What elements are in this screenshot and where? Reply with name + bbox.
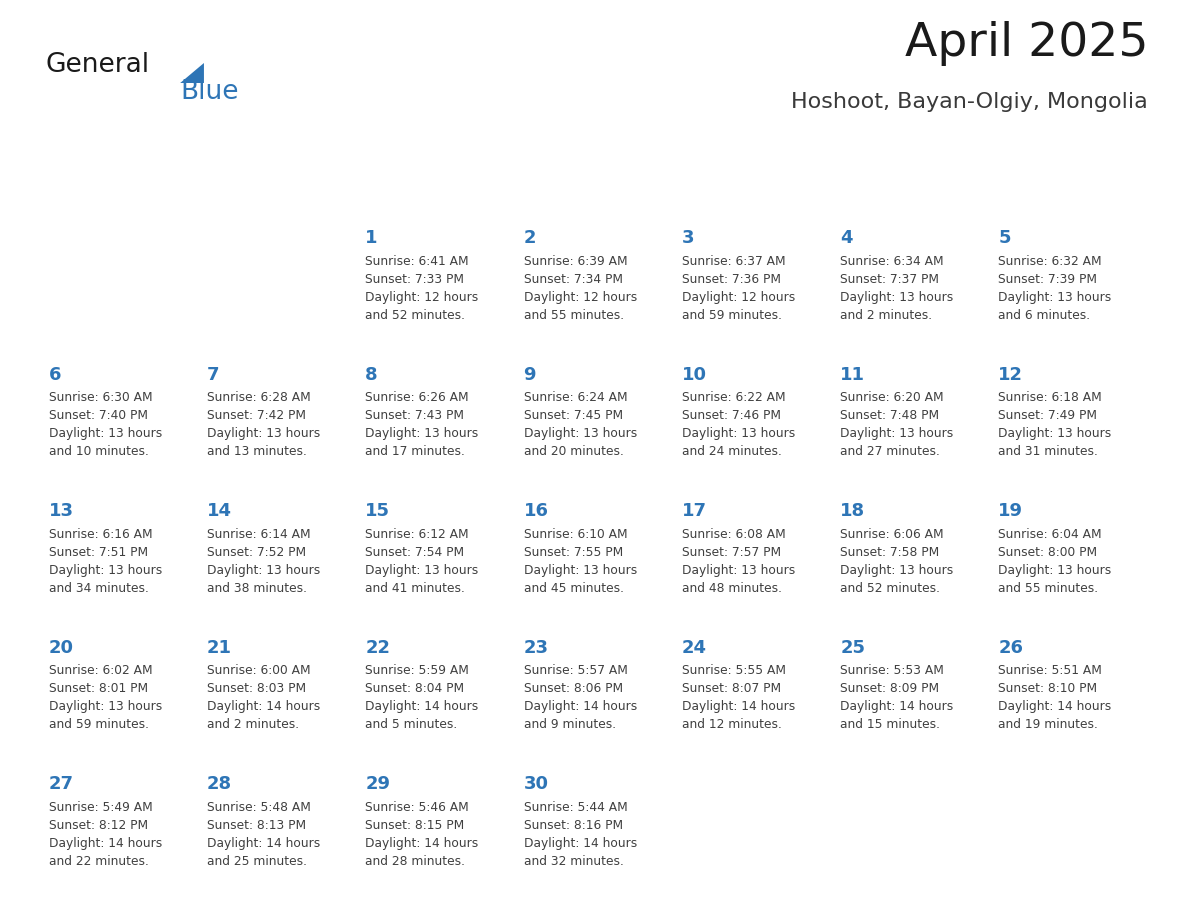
Text: 24: 24	[682, 639, 707, 656]
Text: 23: 23	[524, 639, 549, 656]
Text: 13: 13	[49, 502, 74, 521]
Text: 5: 5	[998, 230, 1011, 248]
Text: Sunrise: 6:00 AM
Sunset: 8:03 PM
Daylight: 14 hours
and 2 minutes.: Sunrise: 6:00 AM Sunset: 8:03 PM Dayligh…	[207, 664, 321, 731]
Text: 18: 18	[840, 502, 865, 521]
Text: Sunrise: 5:53 AM
Sunset: 8:09 PM
Daylight: 14 hours
and 15 minutes.: Sunrise: 5:53 AM Sunset: 8:09 PM Dayligh…	[840, 664, 954, 731]
Text: Sunrise: 6:37 AM
Sunset: 7:36 PM
Daylight: 12 hours
and 59 minutes.: Sunrise: 6:37 AM Sunset: 7:36 PM Dayligh…	[682, 255, 795, 322]
Text: Sunrise: 5:59 AM
Sunset: 8:04 PM
Daylight: 14 hours
and 5 minutes.: Sunrise: 5:59 AM Sunset: 8:04 PM Dayligh…	[365, 664, 479, 731]
Text: Sunrise: 6:14 AM
Sunset: 7:52 PM
Daylight: 13 hours
and 38 minutes.: Sunrise: 6:14 AM Sunset: 7:52 PM Dayligh…	[207, 528, 321, 595]
Text: Sunrise: 6:39 AM
Sunset: 7:34 PM
Daylight: 12 hours
and 55 minutes.: Sunrise: 6:39 AM Sunset: 7:34 PM Dayligh…	[524, 255, 637, 322]
Text: 8: 8	[365, 365, 378, 384]
Text: 2: 2	[524, 230, 536, 248]
Text: 7: 7	[207, 365, 220, 384]
Text: Sunrise: 6:41 AM
Sunset: 7:33 PM
Daylight: 12 hours
and 52 minutes.: Sunrise: 6:41 AM Sunset: 7:33 PM Dayligh…	[365, 255, 479, 322]
Text: 9: 9	[524, 365, 536, 384]
Text: 10: 10	[682, 365, 707, 384]
Text: Sunrise: 6:04 AM
Sunset: 8:00 PM
Daylight: 13 hours
and 55 minutes.: Sunrise: 6:04 AM Sunset: 8:00 PM Dayligh…	[998, 528, 1112, 595]
Polygon shape	[181, 63, 204, 83]
Text: 17: 17	[682, 502, 707, 521]
Text: Sunrise: 5:51 AM
Sunset: 8:10 PM
Daylight: 14 hours
and 19 minutes.: Sunrise: 5:51 AM Sunset: 8:10 PM Dayligh…	[998, 664, 1112, 731]
Text: Sunrise: 5:44 AM
Sunset: 8:16 PM
Daylight: 14 hours
and 32 minutes.: Sunrise: 5:44 AM Sunset: 8:16 PM Dayligh…	[524, 800, 637, 868]
Text: 25: 25	[840, 639, 865, 656]
Text: 12: 12	[998, 365, 1023, 384]
Text: 21: 21	[207, 639, 232, 656]
Text: April 2025: April 2025	[904, 21, 1148, 66]
Text: Saturday: Saturday	[999, 191, 1068, 206]
Text: Sunrise: 6:10 AM
Sunset: 7:55 PM
Daylight: 13 hours
and 45 minutes.: Sunrise: 6:10 AM Sunset: 7:55 PM Dayligh…	[524, 528, 637, 595]
Text: Sunrise: 6:30 AM
Sunset: 7:40 PM
Daylight: 13 hours
and 10 minutes.: Sunrise: 6:30 AM Sunset: 7:40 PM Dayligh…	[49, 391, 162, 458]
Text: 28: 28	[207, 775, 232, 793]
Text: 16: 16	[524, 502, 549, 521]
Text: Sunrise: 5:48 AM
Sunset: 8:13 PM
Daylight: 14 hours
and 25 minutes.: Sunrise: 5:48 AM Sunset: 8:13 PM Dayligh…	[207, 800, 321, 868]
Text: Sunrise: 5:55 AM
Sunset: 8:07 PM
Daylight: 14 hours
and 12 minutes.: Sunrise: 5:55 AM Sunset: 8:07 PM Dayligh…	[682, 664, 795, 731]
Text: Sunrise: 6:08 AM
Sunset: 7:57 PM
Daylight: 13 hours
and 48 minutes.: Sunrise: 6:08 AM Sunset: 7:57 PM Dayligh…	[682, 528, 795, 595]
Text: 19: 19	[998, 502, 1023, 521]
Text: Sunrise: 6:22 AM
Sunset: 7:46 PM
Daylight: 13 hours
and 24 minutes.: Sunrise: 6:22 AM Sunset: 7:46 PM Dayligh…	[682, 391, 795, 458]
Text: Wednesday: Wednesday	[524, 191, 613, 206]
Text: 22: 22	[365, 639, 391, 656]
Text: Blue: Blue	[181, 79, 239, 105]
Text: Sunrise: 6:06 AM
Sunset: 7:58 PM
Daylight: 13 hours
and 52 minutes.: Sunrise: 6:06 AM Sunset: 7:58 PM Dayligh…	[840, 528, 954, 595]
Text: Sunrise: 6:02 AM
Sunset: 8:01 PM
Daylight: 13 hours
and 59 minutes.: Sunrise: 6:02 AM Sunset: 8:01 PM Dayligh…	[49, 664, 162, 731]
Text: 26: 26	[998, 639, 1023, 656]
Text: 3: 3	[682, 230, 694, 248]
Text: Sunrise: 6:26 AM
Sunset: 7:43 PM
Daylight: 13 hours
and 17 minutes.: Sunrise: 6:26 AM Sunset: 7:43 PM Dayligh…	[365, 391, 479, 458]
Text: Thursday: Thursday	[683, 191, 753, 206]
Text: Sunrise: 6:24 AM
Sunset: 7:45 PM
Daylight: 13 hours
and 20 minutes.: Sunrise: 6:24 AM Sunset: 7:45 PM Dayligh…	[524, 391, 637, 458]
Text: 27: 27	[49, 775, 74, 793]
Text: 20: 20	[49, 639, 74, 656]
Text: Sunrise: 6:34 AM
Sunset: 7:37 PM
Daylight: 13 hours
and 2 minutes.: Sunrise: 6:34 AM Sunset: 7:37 PM Dayligh…	[840, 255, 954, 322]
Text: 14: 14	[207, 502, 232, 521]
Text: 30: 30	[524, 775, 549, 793]
Text: Friday: Friday	[841, 191, 889, 206]
Text: Sunrise: 6:20 AM
Sunset: 7:48 PM
Daylight: 13 hours
and 27 minutes.: Sunrise: 6:20 AM Sunset: 7:48 PM Dayligh…	[840, 391, 954, 458]
Text: 15: 15	[365, 502, 391, 521]
Text: Sunrise: 6:32 AM
Sunset: 7:39 PM
Daylight: 13 hours
and 6 minutes.: Sunrise: 6:32 AM Sunset: 7:39 PM Dayligh…	[998, 255, 1112, 322]
Text: Sunrise: 6:28 AM
Sunset: 7:42 PM
Daylight: 13 hours
and 13 minutes.: Sunrise: 6:28 AM Sunset: 7:42 PM Dayligh…	[207, 391, 321, 458]
Text: General: General	[46, 52, 150, 78]
Text: Hoshoot, Bayan-Olgiy, Mongolia: Hoshoot, Bayan-Olgiy, Mongolia	[791, 93, 1148, 112]
Text: Sunrise: 5:46 AM
Sunset: 8:15 PM
Daylight: 14 hours
and 28 minutes.: Sunrise: 5:46 AM Sunset: 8:15 PM Dayligh…	[365, 800, 479, 868]
Text: Sunrise: 5:49 AM
Sunset: 8:12 PM
Daylight: 14 hours
and 22 minutes.: Sunrise: 5:49 AM Sunset: 8:12 PM Dayligh…	[49, 800, 162, 868]
Text: 1: 1	[365, 230, 378, 248]
Text: Tuesday: Tuesday	[366, 191, 429, 206]
Text: Monday: Monday	[208, 191, 268, 206]
Text: 4: 4	[840, 230, 853, 248]
Text: Sunrise: 6:12 AM
Sunset: 7:54 PM
Daylight: 13 hours
and 41 minutes.: Sunrise: 6:12 AM Sunset: 7:54 PM Dayligh…	[365, 528, 479, 595]
Text: 29: 29	[365, 775, 391, 793]
Text: 11: 11	[840, 365, 865, 384]
Text: Sunday: Sunday	[50, 191, 107, 206]
Text: Sunrise: 5:57 AM
Sunset: 8:06 PM
Daylight: 14 hours
and 9 minutes.: Sunrise: 5:57 AM Sunset: 8:06 PM Dayligh…	[524, 664, 637, 731]
Text: Sunrise: 6:16 AM
Sunset: 7:51 PM
Daylight: 13 hours
and 34 minutes.: Sunrise: 6:16 AM Sunset: 7:51 PM Dayligh…	[49, 528, 162, 595]
Text: 6: 6	[49, 365, 62, 384]
Text: Sunrise: 6:18 AM
Sunset: 7:49 PM
Daylight: 13 hours
and 31 minutes.: Sunrise: 6:18 AM Sunset: 7:49 PM Dayligh…	[998, 391, 1112, 458]
